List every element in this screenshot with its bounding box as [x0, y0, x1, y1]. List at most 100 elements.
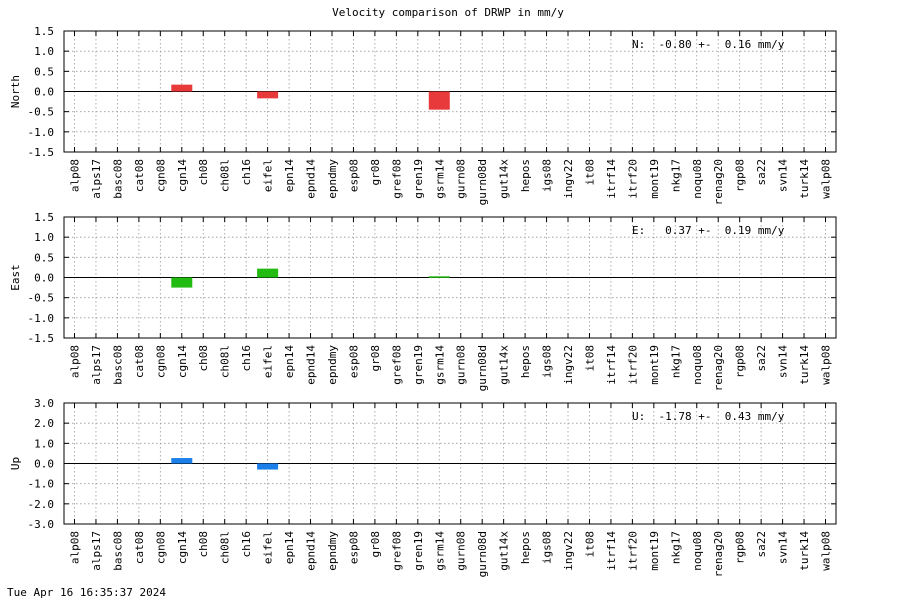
x-tick-label: sa22 — [755, 531, 768, 558]
x-tick-label: igs08 — [541, 159, 554, 192]
x-tick-label: mont19 — [648, 159, 661, 199]
bar-gsrm14 — [428, 276, 450, 278]
y-axis-label: East — [9, 264, 22, 291]
x-tick-label: hepos — [519, 159, 532, 192]
x-tick-label: gren19 — [412, 345, 425, 385]
y-tick-label: 1.5 — [34, 25, 54, 38]
x-tick-label: itrf20 — [626, 531, 639, 571]
y-tick-label: -3.0 — [28, 518, 55, 531]
x-tick-label: turk14 — [798, 531, 811, 571]
velocity-annotation: U: -1.78 +- 0.43 mm/y — [632, 410, 785, 423]
x-tick-label: it08 — [583, 345, 596, 372]
x-tick-label: gren19 — [412, 159, 425, 199]
x-tick-label: gut14x — [498, 345, 511, 385]
y-tick-label: 0.5 — [34, 251, 54, 264]
x-tick-label: renag20 — [712, 345, 725, 391]
x-tick-label: ch08 — [197, 345, 210, 372]
x-tick-label: epnd14 — [305, 159, 318, 199]
x-tick-label: itrf14 — [605, 345, 618, 385]
x-tick-label: alps17 — [90, 531, 103, 571]
x-tick-label: gref08 — [390, 531, 403, 571]
y-tick-label: -1.0 — [28, 126, 55, 139]
x-tick-label: cgn08 — [154, 159, 167, 192]
bar-eifel — [257, 91, 279, 99]
x-tick-label: eifel — [262, 531, 275, 564]
y-tick-label: 1.0 — [34, 437, 54, 450]
bar-cgn14 — [171, 458, 193, 464]
east-panel: 1.5 1.0 0.5 0.0 -0.5 -1.0 -1.5 alp08 alps17 basc0… — [9, 211, 837, 391]
x-tick-label: hepos — [519, 531, 532, 564]
x-tick-label: ch08 — [197, 531, 210, 558]
x-tick-label: eifel — [262, 159, 275, 192]
x-tick-label: cgn14 — [176, 159, 189, 192]
x-tick-label: ingv22 — [562, 159, 575, 199]
bar-cgn14 — [171, 277, 193, 288]
x-tick-label: epndmy — [326, 345, 339, 385]
x-tick-label: svn14 — [777, 345, 790, 378]
x-tick-label: mont19 — [648, 345, 661, 385]
x-tick-label: ch16 — [240, 531, 253, 558]
x-tick-label: alps17 — [90, 345, 103, 385]
y-tick-label: -1.5 — [28, 332, 55, 345]
x-tick-label: noqu08 — [691, 159, 704, 199]
x-tick-label: rgp08 — [734, 531, 747, 564]
y-tick-label: -1.0 — [28, 312, 55, 325]
bar-eifel — [257, 268, 279, 278]
x-tick-label: gurn08 — [455, 159, 468, 199]
y-tick-label: 1.0 — [34, 45, 54, 58]
x-tick-label: nkg17 — [669, 531, 682, 564]
x-tick-label: ch16 — [240, 345, 253, 372]
x-tick-label: renag20 — [712, 159, 725, 205]
y-tick-label: -0.5 — [28, 292, 55, 305]
x-tick-label: itrf20 — [626, 159, 639, 199]
x-tick-label: gurn08d — [476, 531, 489, 577]
x-tick-label: nkg17 — [669, 345, 682, 378]
x-tick-label: esp08 — [347, 531, 360, 564]
chart-title: Velocity comparison of DRWP in mm/y — [332, 6, 564, 19]
x-tick-label: alp08 — [69, 531, 82, 564]
footer-timestamp: Tue Apr 16 16:35:37 2024 — [7, 586, 166, 599]
x-tick-label: gr08 — [369, 159, 382, 186]
x-tick-label: basc08 — [111, 159, 124, 199]
x-tick-label: gsrm14 — [433, 345, 446, 385]
x-tick-label: epndmy — [326, 531, 339, 571]
y-tick-label: 0.0 — [34, 272, 54, 285]
x-tick-label: rgp08 — [734, 159, 747, 192]
x-tick-label: epn14 — [283, 345, 296, 378]
x-tick-label: igs08 — [541, 531, 554, 564]
x-tick-label: epn14 — [283, 159, 296, 192]
x-tick-label: it08 — [583, 159, 596, 186]
x-tick-label: svn14 — [777, 159, 790, 192]
up-panel: 3.0 2.0 1.0 0.0 -1.0 -2.0 -3.0 alp08 alps17 basc0… — [9, 397, 837, 577]
x-tick-label: alp08 — [69, 159, 82, 192]
y-tick-label: 0.0 — [34, 458, 54, 471]
x-tick-label: walp08 — [820, 159, 833, 199]
y-tick-label: 0.0 — [34, 86, 54, 99]
y-tick-label: -1.5 — [28, 146, 55, 159]
x-tick-label: gurn08d — [476, 345, 489, 391]
y-tick-label: -1.0 — [28, 478, 55, 491]
x-tick-label: rgp08 — [734, 345, 747, 378]
y-axis-label: North — [9, 75, 22, 108]
x-tick-label: esp08 — [347, 345, 360, 378]
x-tick-label: it08 — [583, 531, 596, 558]
x-tick-label: gurn08 — [455, 345, 468, 385]
x-tick-label: basc08 — [111, 531, 124, 571]
velocity-annotation: N: -0.80 +- 0.16 mm/y — [632, 38, 785, 51]
x-tick-label: ingv22 — [562, 531, 575, 571]
x-tick-label: epnd14 — [305, 345, 318, 385]
x-tick-label: gut14x — [498, 531, 511, 571]
y-tick-label: 3.0 — [34, 397, 54, 410]
x-tick-label: itrf20 — [626, 345, 639, 385]
x-tick-label: renag20 — [712, 531, 725, 577]
y-tick-label: 1.0 — [34, 231, 54, 244]
x-tick-label: gut14x — [498, 159, 511, 199]
x-tick-label: cgn14 — [176, 345, 189, 378]
y-tick-label: -0.5 — [28, 106, 55, 119]
x-tick-label: nkg17 — [669, 159, 682, 192]
x-tick-label: alps17 — [90, 159, 103, 199]
north-panel: 1.5 1.0 0.5 0.0 -0.5 -1.0 -1.5 alp08 alps17 basc0… — [9, 25, 837, 205]
x-tick-label: epn14 — [283, 531, 296, 564]
x-tick-label: sa22 — [755, 345, 768, 372]
